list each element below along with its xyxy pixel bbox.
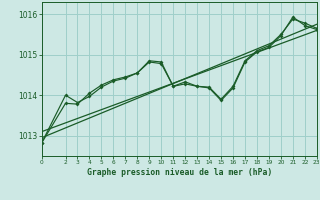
X-axis label: Graphe pression niveau de la mer (hPa): Graphe pression niveau de la mer (hPa) (87, 168, 272, 177)
